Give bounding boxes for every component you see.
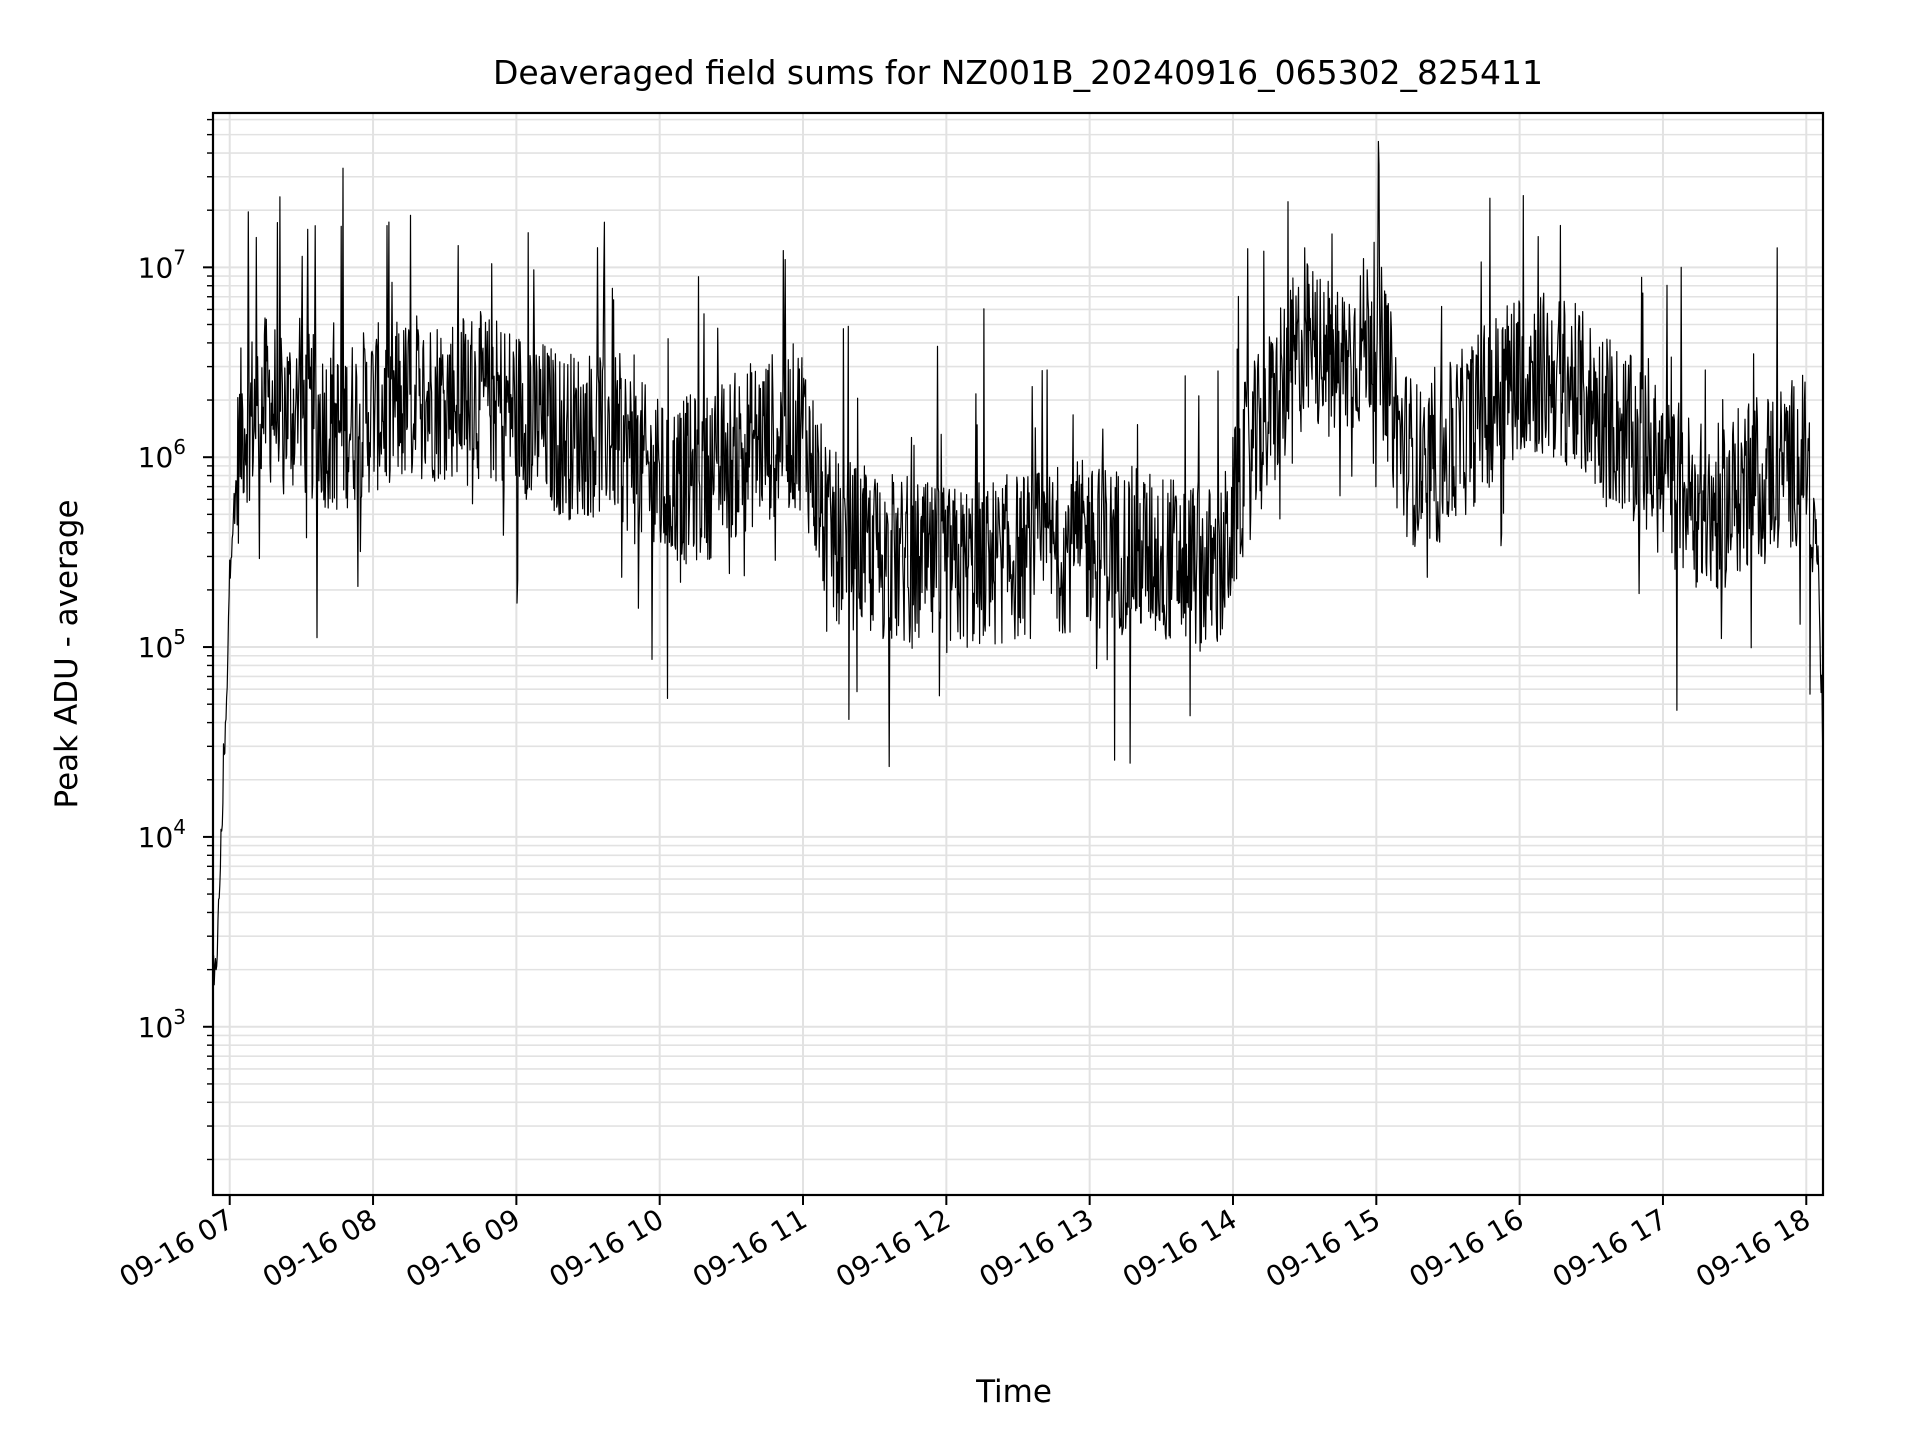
y-axis-label: Peak ADU - average bbox=[49, 499, 85, 808]
series-line bbox=[212, 140, 1824, 1006]
y-tick-label: 107 bbox=[138, 245, 186, 284]
y-tick-label: 104 bbox=[138, 815, 186, 854]
y-tick-label: 106 bbox=[138, 435, 186, 474]
chart-title: Deaveraged field sums for NZ001B_2024091… bbox=[493, 53, 1543, 92]
plot-frame bbox=[211, 111, 1825, 1197]
series-layer bbox=[212, 140, 1824, 1006]
grid bbox=[213, 113, 1823, 1195]
y-tick-label: 103 bbox=[138, 1005, 186, 1044]
x-axis-label: Time bbox=[975, 1374, 1052, 1410]
y-tick-label: 105 bbox=[138, 625, 186, 664]
